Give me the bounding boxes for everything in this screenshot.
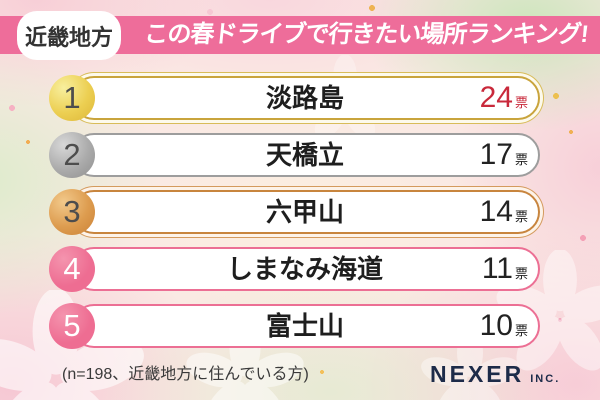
flower-decoration: [421, 330, 519, 400]
ranking-row-4: しまなみ海道 11 票 4: [0, 245, 600, 293]
flower-decoration: [496, 250, 600, 371]
row-pill: [72, 133, 540, 177]
vote-unit: 票: [514, 266, 528, 281]
vote-unit: 票: [514, 209, 528, 224]
vote-count: 11 票: [482, 247, 528, 291]
vote-number: 17: [479, 138, 513, 171]
sample-note: (n=198、近畿地方に住んでいる方): [62, 366, 309, 383]
rank-badge: 2: [49, 132, 95, 178]
rank-badge: 3: [49, 189, 95, 235]
row-pill: [72, 247, 540, 291]
place-name: しまなみ海道: [226, 254, 383, 284]
rank-badge: 5: [49, 303, 95, 349]
vote-number: 24: [479, 81, 513, 114]
vote-number: 10: [479, 309, 513, 342]
page-title: この春ドライブで行きたい場所ランキング!: [142, 21, 590, 48]
vote-unit: 票: [514, 152, 528, 167]
vote-number: 14: [479, 195, 513, 228]
vote-unit: 票: [514, 95, 528, 110]
region-badge: 近畿地方: [17, 11, 121, 60]
vote-count: 14 票: [480, 190, 528, 234]
ranking-row-2: 天橋立 17 票 2: [0, 131, 600, 179]
place-name: 六甲山: [265, 197, 344, 227]
place-name: 富士山: [265, 311, 344, 341]
vote-unit: 票: [514, 323, 528, 338]
vote-count: 10 票: [480, 304, 528, 348]
rank-badge: 4: [49, 246, 95, 292]
ranking-row-3: 六甲山 14 票 3: [0, 188, 600, 236]
nexer-logo-text: NEXER: [430, 361, 525, 387]
row-pill: [72, 304, 540, 348]
place-name: 天橋立: [265, 140, 344, 170]
row-pill: [72, 76, 540, 120]
vote-count: 24 票: [480, 76, 528, 120]
nexer-logo-suffix: INC.: [530, 373, 561, 385]
vote-number: 11: [481, 252, 513, 285]
rank-badge: 1: [49, 75, 95, 121]
nexer-logo: NEXER INC.: [430, 361, 560, 388]
vote-count: 17 票: [480, 133, 528, 177]
place-name: 淡路島: [265, 83, 344, 113]
ranking-row-1: 淡路島 24 票 1: [0, 74, 600, 122]
ranking-row-5: 富士山 10 票 5: [0, 302, 600, 350]
